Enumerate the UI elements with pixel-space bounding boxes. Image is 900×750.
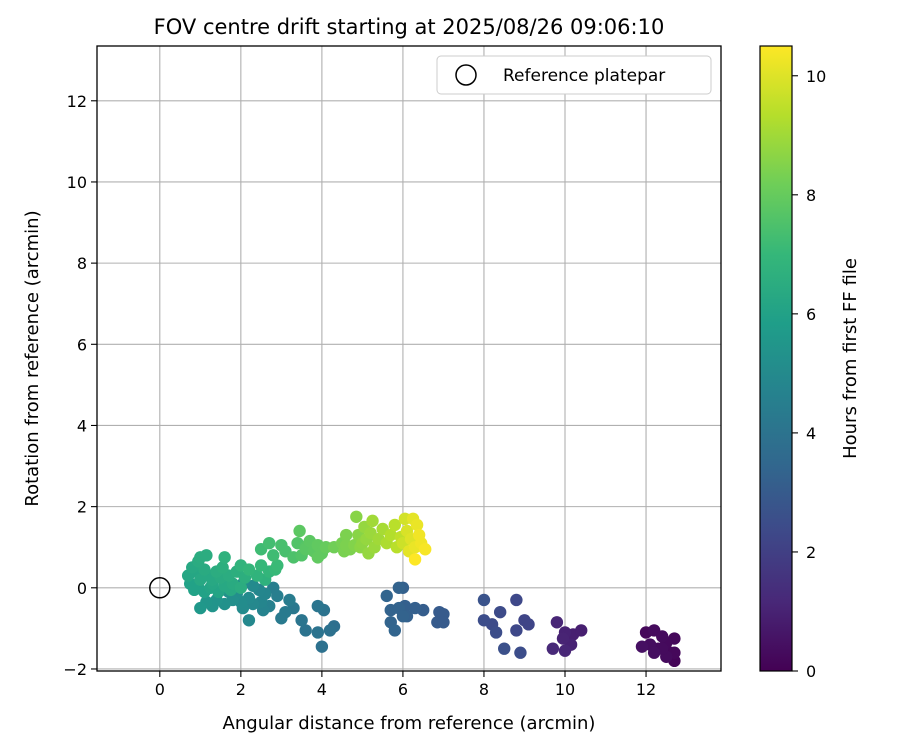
scatter-point xyxy=(315,640,329,653)
scatter-point xyxy=(477,614,491,627)
scatter-point xyxy=(218,551,231,564)
y-axis-ticks: −2 0 2 4 6 8 10 12 xyxy=(63,92,97,679)
legend: Reference platepar xyxy=(436,55,712,95)
scatter-point xyxy=(271,559,284,572)
scatter-point xyxy=(194,601,207,615)
colorbar-label: Hours from first FF file xyxy=(840,258,861,459)
scatter-point xyxy=(366,514,379,528)
x-axis-ticks: 0 2 4 6 8 10 12 xyxy=(155,671,656,699)
x-axis-label: Angular distance from reference (arcmin) xyxy=(223,713,596,734)
x-tick-label: 2 xyxy=(236,680,246,699)
x-tick-label: 12 xyxy=(636,680,656,699)
scatter-point xyxy=(477,593,491,607)
y-tick-label: −2 xyxy=(63,660,87,679)
y-tick-label: 12 xyxy=(67,92,87,111)
plot-frame xyxy=(96,45,722,672)
colorbar: 0 2 4 6 8 10 Hours from first FF file xyxy=(759,45,861,681)
colorbar-tick-label: 6 xyxy=(806,305,816,324)
scatter-point xyxy=(299,624,312,637)
scatter-point xyxy=(388,624,402,637)
scatter-point xyxy=(293,524,306,538)
legend-marker-icon xyxy=(455,64,477,86)
scatter-point xyxy=(647,646,661,659)
scatter-point xyxy=(339,528,353,542)
scatter-point xyxy=(558,644,572,657)
scatter-point xyxy=(489,626,503,639)
legend-label: Reference platepar xyxy=(503,66,665,86)
scatter-point xyxy=(242,563,256,576)
x-tick-label: 8 xyxy=(479,680,489,699)
y-tick-label: 8 xyxy=(77,254,87,273)
x-tick-label: 0 xyxy=(155,680,165,699)
scatter-point xyxy=(188,583,201,597)
y-tick-label: 10 xyxy=(67,173,87,192)
scatter-point xyxy=(550,616,564,629)
colorbar-tick-label: 0 xyxy=(806,662,816,681)
scatter-point xyxy=(323,624,337,637)
scatter-point xyxy=(311,599,325,613)
scatter-point xyxy=(514,646,527,659)
scatter-point xyxy=(242,614,256,627)
scatter-point xyxy=(295,614,308,627)
scatter-point xyxy=(234,581,248,595)
y-tick-label: 0 xyxy=(77,579,87,598)
scatter-point xyxy=(437,616,450,629)
scatter-point xyxy=(498,642,511,655)
colorbar-tick-label: 10 xyxy=(806,67,826,86)
scatter-point xyxy=(311,551,325,564)
scatter-point xyxy=(200,549,213,562)
colorbar-tick-label: 8 xyxy=(806,186,816,205)
scatter-point xyxy=(408,553,422,566)
scatter-point xyxy=(380,589,393,603)
scatter-point xyxy=(546,642,560,655)
scatter-point xyxy=(271,589,284,603)
scatter-point xyxy=(493,605,507,619)
scatter-point xyxy=(388,518,402,532)
y-tick-label: 6 xyxy=(77,335,87,354)
scatter-point xyxy=(283,593,296,607)
scatter-point xyxy=(522,618,535,631)
legend-box xyxy=(436,55,712,95)
scatter-points xyxy=(181,510,681,668)
scatter-point xyxy=(263,536,276,550)
scatter-point xyxy=(392,581,406,595)
x-tick-label: 10 xyxy=(555,680,575,699)
scatter-point xyxy=(311,626,325,639)
scatter-point xyxy=(419,543,432,556)
y-tick-label: 2 xyxy=(77,498,87,517)
scatter-point xyxy=(216,561,229,574)
chart-title: FOV centre drift starting at 2025/08/26 … xyxy=(154,15,665,39)
scatter-point xyxy=(510,593,523,607)
scatter-point xyxy=(246,579,260,592)
scatter-point xyxy=(556,632,570,645)
scatter-point xyxy=(635,640,649,653)
reference-platepar-marker xyxy=(149,577,171,599)
scatter-point xyxy=(384,528,397,542)
colorbar-ticks: 0 2 4 6 8 10 xyxy=(792,67,826,681)
scatter-point xyxy=(275,612,288,625)
scatter-point xyxy=(656,630,669,643)
x-tick-label: 4 xyxy=(317,680,327,699)
scatter-point xyxy=(254,559,268,572)
y-axis-label: Rotation from reference (arcmin) xyxy=(22,210,43,506)
colorbar-tick-label: 4 xyxy=(806,424,816,443)
colorbar-gradient xyxy=(759,45,793,672)
scatter-point xyxy=(408,601,422,615)
scatter-point xyxy=(267,549,280,562)
scatter-point xyxy=(350,510,363,523)
scatter-point xyxy=(410,518,424,532)
scatter-point xyxy=(396,610,410,623)
x-tick-label: 6 xyxy=(398,680,408,699)
y-tick-label: 4 xyxy=(77,416,87,435)
scatter-point xyxy=(510,624,523,637)
grid xyxy=(97,46,721,671)
scatter-point xyxy=(575,624,588,637)
colorbar-tick-label: 2 xyxy=(806,543,816,562)
